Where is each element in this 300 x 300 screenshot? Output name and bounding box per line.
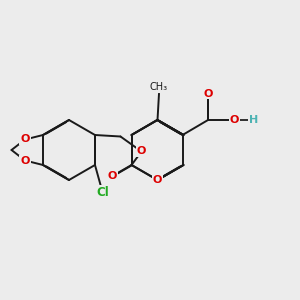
Text: Cl: Cl: [96, 185, 109, 199]
Text: H: H: [249, 115, 259, 125]
Text: CH₃: CH₃: [150, 82, 168, 92]
Text: O: O: [230, 115, 239, 125]
Text: O: O: [20, 155, 30, 166]
Text: O: O: [137, 146, 146, 157]
Text: O: O: [107, 171, 117, 181]
Text: O: O: [153, 175, 162, 185]
Text: O: O: [20, 134, 30, 145]
Text: O: O: [203, 88, 213, 99]
